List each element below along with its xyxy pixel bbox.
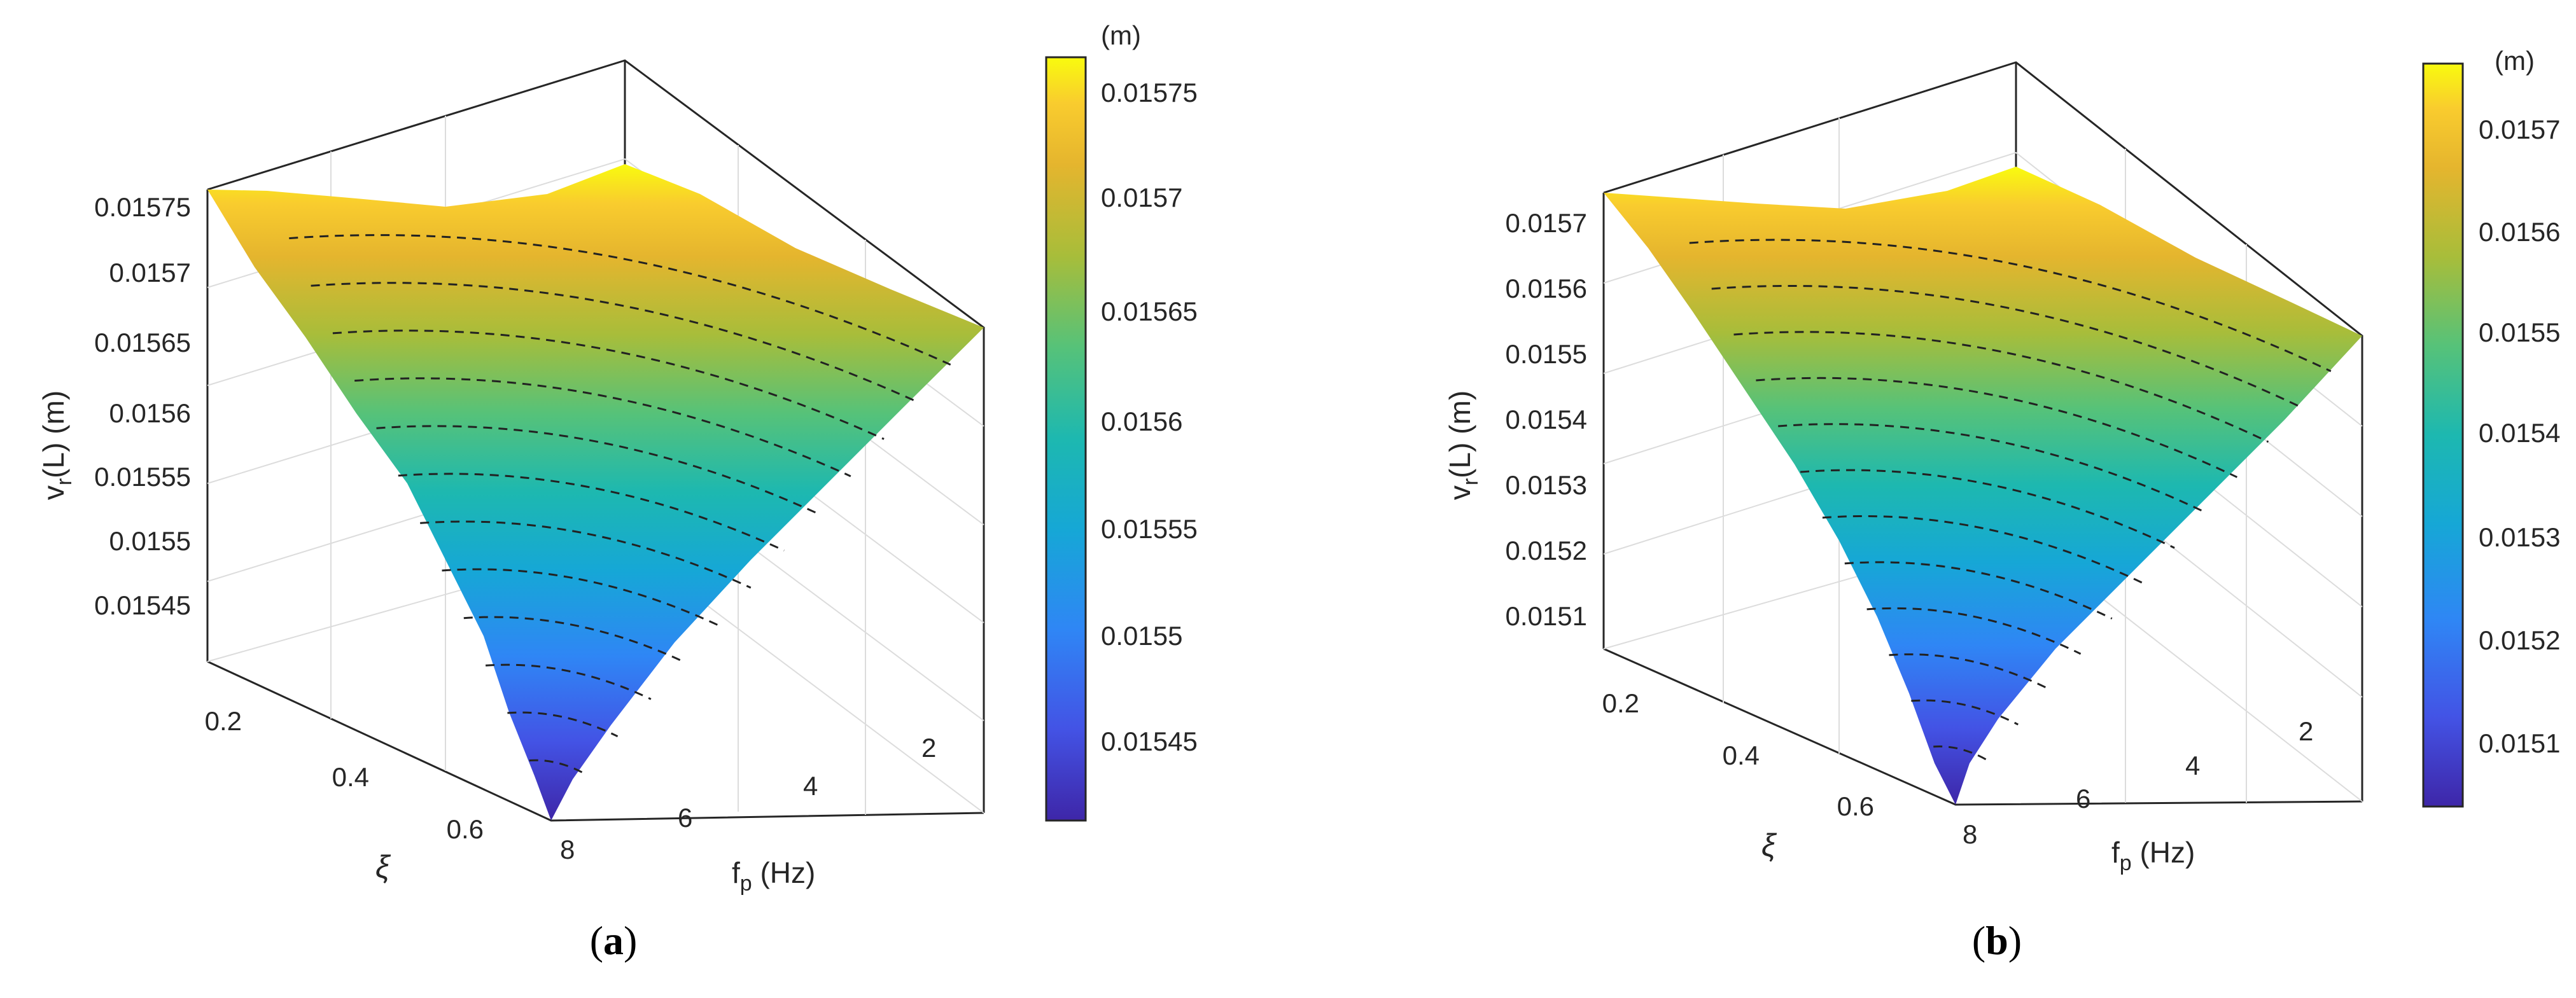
z-tick-a-3: 0.0156 [109,398,191,428]
z-tick-a-2: 0.01555 [94,462,191,492]
colorbar-a-unit: (m) [1101,20,1141,50]
y-tick-a-2: 0.6 [447,814,484,844]
contour-a-6 [398,473,785,551]
colorbar-b-tick-2: 0.0153 [2479,522,2560,552]
panel-a: 0.01545 0.0155 0.01555 0.0156 0.01565 0.… [37,20,1198,963]
colorbar-b-tick-1: 0.0152 [2479,625,2560,655]
colorbar-b-tick-0: 0.0151 [2479,728,2560,758]
contour-b-6 [1800,469,2175,549]
z-ticks-b: 0.0151 0.0152 0.0153 0.0154 0.0155 0.015… [1506,208,1587,631]
z-tick-b-3: 0.0154 [1506,405,1587,434]
contour-b-7 [1822,515,2144,585]
z-tick-a-0: 0.01545 [94,590,191,620]
contour-b-2 [1711,284,2300,408]
contour-b-9 [1866,607,2082,655]
colorbar-a-tick-5: 0.0157 [1101,183,1182,212]
contour-b-3 [1733,331,2269,443]
panel-label-b: (b) [1972,918,2022,963]
colorbar-a-tick-6: 0.01575 [1101,78,1198,107]
z-axis-label-a: vr(L) (m) [37,391,76,500]
x-tick-a-1: 4 [803,771,818,801]
z-tick-b-4: 0.0155 [1506,339,1587,369]
z-tick-b-1: 0.0152 [1506,536,1587,565]
colorbar-b-bar [2422,62,2464,808]
z-ticks-a: 0.01545 0.0155 0.01555 0.0156 0.01565 0.… [94,192,191,620]
contour-b-10 [1889,653,2050,690]
y-tick-a-1: 0.4 [332,762,369,792]
z-tick-b-0: 0.0151 [1506,601,1587,631]
colorbar-b-tick-6: 0.0157 [2479,114,2560,144]
x-axis-label-b: fp (Hz) [2111,836,2195,875]
x-tick-b-2: 6 [2076,784,2090,814]
colorbar-a-tick-1: 0.0155 [1101,621,1182,651]
colorbar-b-tick-4: 0.0155 [2479,317,2560,347]
contour-a-2 [311,282,918,403]
x-tick-a-2: 6 [678,803,692,833]
x-tick-a-0: 2 [921,733,936,763]
x-ticks-a: 2 4 6 8 [560,733,936,864]
contours-a [289,234,951,775]
contour-b-1 [1689,239,2332,372]
z-tick-b-2: 0.0153 [1506,470,1587,500]
z-tick-a-5: 0.0157 [109,258,191,288]
y-axis-label-a: ξ [375,849,391,885]
contour-a-3 [332,329,885,440]
contour-a-11 [507,711,619,738]
x-axis-label-a: fp (Hz) [732,856,815,896]
contour-a-9 [463,616,685,663]
y-tick-b-2: 0.6 [1837,791,1874,821]
contour-a-5 [376,425,818,515]
contour-b-11 [1911,699,2019,726]
colorbar-a-tick-0: 0.01545 [1101,726,1198,756]
contour-b-5 [1778,423,2206,514]
contour-b-8 [1844,561,2113,620]
panel-b: 0.0151 0.0152 0.0153 0.0154 0.0155 0.015… [1443,46,2560,963]
x-ticks-b: 2 4 6 8 [1963,716,2313,849]
x-tick-b-3: 8 [1963,819,1977,849]
colorbar-a-tick-2: 0.01555 [1101,514,1198,544]
contour-a-1 [289,234,951,366]
surface-b [1604,167,2362,805]
z-tick-b-6: 0.0157 [1506,208,1587,238]
colorbar-b-tick-5: 0.0156 [2479,217,2560,247]
x-tick-b-0: 2 [2299,716,2313,746]
x-tick-b-1: 4 [2185,751,2200,780]
z-tick-b-5: 0.0156 [1506,274,1587,303]
contour-b-4 [1756,377,2238,478]
panel-label-a: (a) [590,918,638,963]
y-ticks-b: 0.2 0.4 0.6 [1602,688,1874,821]
x-tick-a-3: 8 [560,835,575,864]
y-tick-a-0: 0.2 [205,706,242,736]
contour-a-12 [529,759,585,775]
z-axis-label-b: vr(L) (m) [1443,391,1483,500]
contour-a-7 [420,520,752,589]
colorbar-b-unit: (m) [2495,46,2535,76]
y-tick-b-0: 0.2 [1602,688,1639,718]
colorbar-b-tick-3: 0.0154 [2479,418,2560,448]
contour-a-10 [485,663,652,700]
colorbar-b: (m) 0.0151 0.0152 0.0153 0.0154 0.0155 0… [2422,46,2560,808]
z-tick-a-4: 0.01565 [94,328,191,357]
contour-a-8 [442,568,718,626]
colorbar-a-tick-4: 0.01565 [1101,296,1198,326]
contours-b [1689,239,2332,761]
y-axis-label-b: ξ [1761,828,1777,863]
colorbar-a-tick-3: 0.0156 [1101,406,1182,436]
colorbar-a-bar [1045,56,1087,822]
z-tick-a-1: 0.0155 [109,526,191,556]
contour-a-4 [354,377,851,478]
contour-b-12 [1933,745,1987,761]
z-tick-a-6: 0.01575 [94,192,191,222]
surface-a [207,164,984,821]
y-tick-b-1: 0.4 [1723,740,1760,770]
y-ticks-a: 0.2 0.4 0.6 [205,706,484,844]
colorbar-a: (m) 0.01545 0.0155 0.01555 0.0156 0.0156… [1045,20,1198,822]
